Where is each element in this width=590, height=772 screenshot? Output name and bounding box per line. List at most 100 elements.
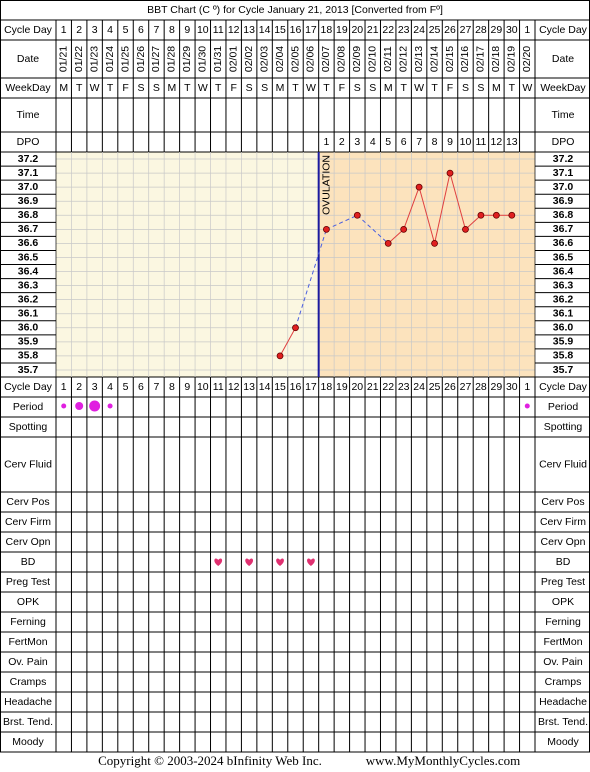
- row-label: WeekDay: [540, 82, 586, 94]
- y-tick-label: 37.2: [553, 153, 574, 165]
- y-tick-label: 36.2: [553, 293, 574, 305]
- weekday: T: [107, 82, 114, 94]
- period-dot: [107, 403, 113, 409]
- row-label: WeekDay: [5, 82, 51, 94]
- weekday: T: [184, 82, 191, 94]
- period-dot: [524, 403, 530, 409]
- weekday: S: [477, 82, 484, 94]
- y-tick-label: 36.3: [18, 279, 39, 291]
- weekday: S: [261, 82, 268, 94]
- date: 01/21: [58, 46, 70, 72]
- temp-point: [477, 211, 485, 219]
- temp-point: [462, 225, 469, 233]
- weekday: W: [522, 82, 532, 94]
- temp-line: [403, 186, 420, 230]
- cycle-day: 15: [274, 381, 286, 393]
- cycle-day: 13: [243, 24, 255, 36]
- cycle-day: 2: [76, 381, 82, 393]
- weekday: W: [198, 82, 208, 94]
- cycle-day: 4: [107, 24, 113, 36]
- dpo: 12: [491, 136, 503, 148]
- weekday: M: [59, 82, 68, 94]
- dpo: 8: [432, 136, 438, 148]
- temp-point: [446, 169, 454, 177]
- weekday: T: [215, 82, 222, 94]
- cycle-day: 22: [382, 381, 394, 393]
- cycle-day: 26: [444, 381, 456, 393]
- row-label: BD: [21, 556, 36, 568]
- row-label: Cycle Day: [4, 24, 53, 36]
- cycle-day: 29: [491, 381, 503, 393]
- cycle-day: 21: [367, 381, 379, 393]
- row-label: Headache: [4, 696, 52, 708]
- date: 02/12: [397, 46, 409, 72]
- cycle-day: 20: [351, 381, 363, 393]
- weekday: M: [276, 82, 285, 94]
- cycle-day: 25: [429, 381, 441, 393]
- row-label: Time: [552, 109, 575, 121]
- date: 01/23: [88, 46, 100, 72]
- row-label: Date: [552, 53, 574, 65]
- dpo: 2: [339, 136, 345, 148]
- y-tick-label: 36.6: [553, 237, 574, 249]
- row-label: Ferning: [545, 616, 581, 628]
- y-tick-label: 35.9: [18, 336, 39, 348]
- cycle-day: 1: [524, 24, 530, 36]
- cycle-day: 23: [398, 381, 410, 393]
- cycle-day: 24: [413, 381, 425, 393]
- temp-point: [415, 183, 423, 191]
- date: 02/20: [521, 46, 533, 72]
- cycle-day: 17: [305, 24, 317, 36]
- row-label: Cramps: [10, 676, 47, 688]
- date: 01/24: [104, 46, 116, 72]
- cycle-day: 7: [154, 381, 160, 393]
- y-tick-label: 36.8: [18, 209, 39, 221]
- website: www.MyMonthlyCycles.com: [366, 753, 520, 768]
- weekday: S: [369, 82, 376, 94]
- row-label: BD: [556, 556, 571, 568]
- temp-point: [292, 324, 299, 332]
- date: 02/10: [367, 46, 379, 72]
- date: 01/29: [181, 46, 193, 72]
- row-label: Ov. Pain: [8, 656, 48, 668]
- row-label: Time: [17, 109, 40, 121]
- dpo: 5: [385, 136, 391, 148]
- weekday: S: [137, 82, 144, 94]
- weekday: F: [447, 82, 453, 94]
- chart-title: BBT Chart (C º) for Cycle January 21, 20…: [147, 4, 443, 16]
- date: 02/01: [227, 46, 239, 72]
- cycle-day: 1: [61, 381, 67, 393]
- row-label: Moody: [547, 736, 579, 748]
- y-tick-label: 36.2: [18, 293, 39, 305]
- cycle-day: 9: [184, 381, 190, 393]
- row-label: Ov. Pain: [543, 656, 583, 668]
- cycle-day: 6: [138, 381, 144, 393]
- temp-point: [508, 211, 516, 219]
- date: 02/07: [320, 46, 332, 72]
- cycle-day: 16: [290, 24, 302, 36]
- row-label: Spotting: [544, 421, 583, 433]
- bd-heart: [307, 558, 315, 566]
- row-label: FertMon: [8, 636, 47, 648]
- dpo: 3: [354, 136, 360, 148]
- weekday: T: [509, 82, 516, 94]
- ovulation-label: OVULATION: [320, 155, 332, 215]
- weekday: M: [492, 82, 501, 94]
- cycle-day: 2: [76, 24, 82, 36]
- weekday: F: [339, 82, 345, 94]
- cycle-day: 22: [382, 24, 394, 36]
- dpo: 10: [460, 136, 472, 148]
- date: 02/05: [289, 46, 301, 72]
- row-label: Cerv Opn: [6, 536, 51, 548]
- date: 02/11: [382, 46, 394, 72]
- temp-line-dashed: [295, 229, 327, 328]
- date: 02/04: [274, 46, 286, 72]
- date: 02/15: [444, 46, 456, 72]
- y-tick-label: 37.0: [553, 181, 574, 193]
- cycle-day: 21: [367, 24, 379, 36]
- dpo: 11: [475, 136, 486, 148]
- cycle-day: 20: [351, 24, 363, 36]
- date: 02/02: [243, 46, 255, 72]
- cycle-day: 15: [274, 24, 286, 36]
- cycle-day: 23: [398, 24, 410, 36]
